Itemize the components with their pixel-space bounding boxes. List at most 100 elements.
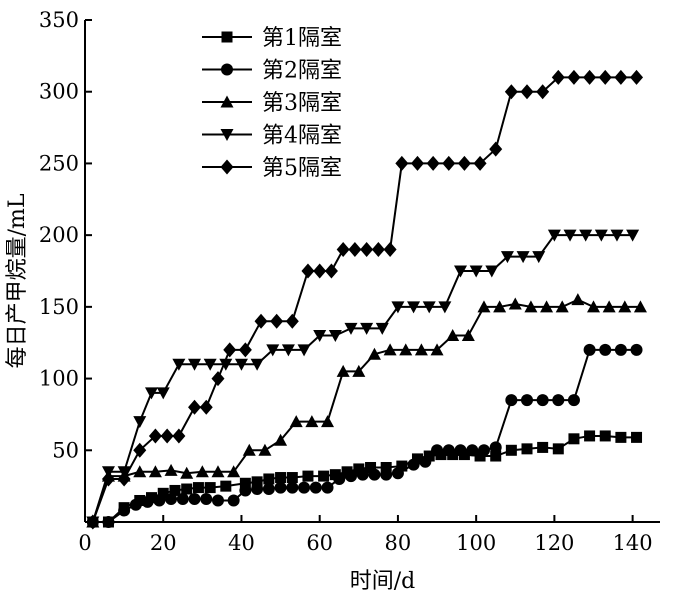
series-5-point [301,263,315,279]
series-3-point [242,443,256,456]
series-3-point [211,465,225,478]
series-1-point [631,431,643,443]
series-5-point [567,69,581,85]
series-2-point [477,444,490,457]
series-4-point [469,265,483,278]
series-1-point [411,453,423,465]
legend-item-2: 第2隔室 [202,59,342,84]
series-5-point [101,471,115,487]
series-4-point [594,229,608,242]
series-2 [86,343,643,528]
series-4-point [156,387,170,400]
series-4-point [144,387,158,400]
series-1-point [353,463,365,475]
series-2-point [614,343,627,356]
series-1-point [584,430,596,442]
legend-marker [220,95,234,108]
series-3-point [446,329,460,342]
series-4-point [500,251,514,264]
series-4-point [516,251,530,264]
series-2-point [211,494,224,507]
series-2-point [552,394,565,407]
series-5-point [172,428,186,444]
series-4-point [266,344,280,357]
series-5-line [91,76,637,523]
series-5-point [360,241,374,257]
series-2-point [286,481,299,494]
series-5-point [86,514,100,530]
series-3-point [430,343,444,356]
series-2-point [333,472,346,485]
y-tick-label: 50 [52,438,79,462]
series-3-point [227,465,241,478]
series-5-point [583,69,597,85]
series-5-point [504,84,518,100]
series-5-point [211,371,225,387]
series-3-point [258,443,272,456]
series-3-point [477,300,491,313]
series-5-point [313,263,327,279]
series-4-point [422,301,436,314]
series-4-point [579,229,593,242]
series-5-point [223,342,237,358]
legend-label: 第5隔室 [262,156,342,181]
series-5-point [371,241,385,257]
series-2-point [188,493,201,506]
series-1-point [204,482,216,494]
series-4-point [626,229,640,242]
series-1-point [181,483,193,495]
series-1-point [239,477,251,489]
legend-item-4: 第4隔室 [202,124,342,149]
y-tick-label: 250 [39,151,79,175]
series-5-point [285,313,299,329]
series-4-point [133,416,147,429]
series-2-point [129,498,142,511]
series-5-point [551,69,565,85]
series-5-point [598,69,612,85]
series-5-point [383,241,397,257]
series-2-point [118,504,131,517]
series-2-point [153,494,166,507]
series-4-point [250,358,264,371]
series-3-point [508,297,522,310]
series-1-point [505,444,517,456]
series-1-point [169,484,181,496]
series-2-point [599,343,612,356]
series-5-point [336,241,350,257]
ticks: 0 20 40 60 80 100 120 140 50 100 150 200 250 300 350 [39,8,653,555]
series-3-point [164,463,178,476]
x-tick-label: 120 [534,531,574,555]
x-tick-label: 100 [456,531,496,555]
series-3-point [180,466,194,479]
series-3-point [352,364,366,377]
series-5-point [426,155,440,171]
series-3-point [571,293,585,306]
legend-marker [220,159,234,175]
series-4-point [281,344,295,357]
series-5-point [148,428,162,444]
series-2-point [630,343,643,356]
series-3-point [540,300,554,313]
y-axis-title: 每日产甲烷量/mL [5,193,30,368]
series-1-line [92,434,637,523]
series-1-point [615,431,627,443]
series-2-point [442,444,455,457]
series-4-point [188,358,202,371]
series-4-point [610,229,624,242]
series-5-point [614,69,628,85]
series-5-point [199,399,213,415]
series-3-point [587,300,601,313]
series-5-point [160,428,174,444]
series-5-point [188,399,202,415]
series-4-point [485,265,499,278]
series-5-point [324,263,338,279]
series-1-point [380,461,392,473]
series-4-point [344,322,358,335]
series-1-point [552,443,564,455]
legend-marker [221,31,233,43]
series-4-point [563,229,577,242]
series-3-point [618,300,632,313]
series-3-point [461,329,475,342]
legend-item-1: 第1隔室 [202,26,342,51]
legend-label: 第4隔室 [262,124,342,149]
